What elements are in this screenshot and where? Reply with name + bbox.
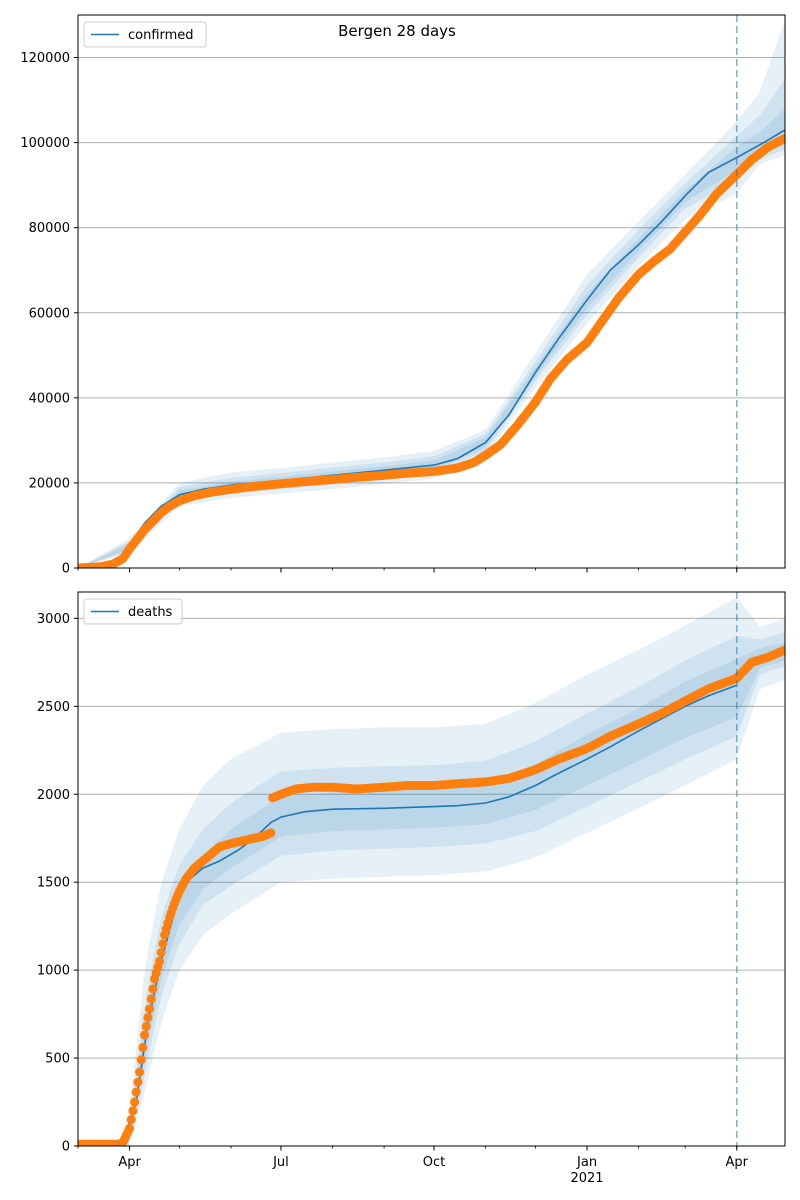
observed-point bbox=[133, 1077, 143, 1087]
observed-series bbox=[78, 133, 785, 568]
observed-point bbox=[128, 1106, 138, 1116]
axes-frame bbox=[77, 14, 786, 569]
x-tick-label: Oct bbox=[423, 1155, 445, 1170]
y-tick-label: 2500 bbox=[37, 700, 70, 715]
plot-area bbox=[78, 598, 785, 1146]
y-tick-label: 2000 bbox=[37, 788, 70, 803]
y-tick-label: 40000 bbox=[29, 391, 70, 406]
uncertainty-band-1 bbox=[78, 19, 785, 568]
x-tick-label: Apr bbox=[726, 1155, 749, 1170]
x-tick-label: Apr bbox=[118, 1155, 141, 1170]
y-tick-label: 80000 bbox=[29, 221, 70, 236]
observed-point bbox=[148, 984, 158, 994]
plot-area bbox=[78, 19, 785, 568]
observed-point bbox=[131, 1087, 141, 1097]
y-tick-label: 100000 bbox=[20, 136, 70, 151]
y-tick-label: 120000 bbox=[20, 51, 70, 66]
observed-point bbox=[126, 1115, 136, 1125]
axes-frame bbox=[77, 591, 786, 1147]
y-tick-label: 1000 bbox=[37, 964, 70, 979]
x-tick-label: Jul bbox=[272, 1155, 289, 1170]
observed-point bbox=[141, 1021, 151, 1031]
legend-box bbox=[83, 598, 183, 625]
legend-label: confirmed bbox=[128, 28, 194, 43]
y-tick-label: 0 bbox=[62, 562, 70, 577]
uncertainty-band-2 bbox=[78, 632, 785, 1146]
observed-point bbox=[125, 1123, 135, 1133]
y-tick-label: 3000 bbox=[37, 612, 70, 627]
observed-point bbox=[143, 1013, 153, 1023]
y-tick-label: 1500 bbox=[37, 876, 70, 891]
observed-point bbox=[158, 939, 168, 949]
chart-panel-confirmed: 0 20000 40000 60000 80000 100000 120000 confirm… bbox=[20, 14, 786, 577]
uncertainty-band-3 bbox=[78, 643, 785, 1146]
chart-panel-deaths: 0 500 1000 1500 2000 2500 3000 Apr Jul Oct Jan2021… bbox=[37, 591, 786, 1186]
y-tick-label: 0 bbox=[62, 1140, 70, 1155]
legend-label: deaths bbox=[128, 605, 173, 620]
observed-point bbox=[138, 1043, 148, 1052]
model-line bbox=[78, 129, 785, 568]
chart-title: Bergen 28 days bbox=[338, 22, 456, 40]
y-tick-label: 500 bbox=[45, 1052, 70, 1067]
legend: confirmed bbox=[83, 21, 207, 48]
observed-point bbox=[145, 1004, 154, 1014]
y-tick-label: 60000 bbox=[29, 306, 70, 321]
observed-point bbox=[146, 994, 156, 1004]
x-tick-label: Jan bbox=[576, 1155, 597, 1170]
observed-point bbox=[780, 133, 785, 143]
observed-point bbox=[155, 956, 164, 966]
x-tick-year-label: 2021 bbox=[570, 1171, 603, 1186]
observed-point bbox=[156, 948, 166, 957]
y-tick-label: 20000 bbox=[29, 476, 70, 491]
observed-point bbox=[780, 645, 785, 655]
observed-point bbox=[140, 1030, 149, 1040]
observed-series bbox=[78, 645, 785, 1146]
observed-point bbox=[136, 1055, 146, 1065]
legend-box bbox=[83, 21, 207, 48]
observed-point bbox=[135, 1067, 145, 1077]
observed-point bbox=[130, 1097, 140, 1107]
legend: deaths bbox=[83, 598, 183, 625]
observed-point bbox=[266, 828, 276, 838]
